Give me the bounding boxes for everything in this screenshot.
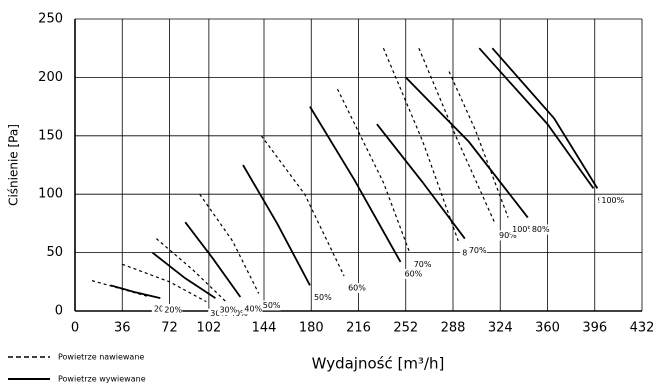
curve [418, 47, 496, 224]
x-axis-label: Wydajność [m³/h] [312, 355, 445, 373]
x-tick-label: 0 [71, 321, 79, 336]
curve-label: 100% [601, 196, 624, 205]
x-tick-label: 216 [346, 321, 371, 336]
curve-label: 80% [532, 225, 550, 234]
x-tick-label: 102 [196, 321, 221, 336]
x-tick-label: 180 [299, 321, 324, 336]
curve-label: 50% [314, 293, 332, 302]
x-tick-label: 252 [393, 321, 418, 336]
y-tick-label: 100 [38, 187, 63, 202]
x-tick-label: 72 [161, 321, 178, 336]
label-bg [599, 195, 620, 206]
label-bg [497, 230, 517, 241]
curve-label: 70% [469, 246, 487, 255]
curve [448, 71, 509, 218]
curve [478, 47, 595, 189]
y-tick-label: 250 [38, 12, 63, 27]
x-tick-label: 144 [252, 321, 277, 336]
label-bg [217, 305, 238, 316]
label-bg [510, 224, 531, 235]
label-bg [151, 303, 172, 314]
y-tick-label: 50 [46, 245, 63, 260]
curve [260, 135, 345, 277]
curve-label: 60% [405, 269, 423, 278]
curve [122, 263, 207, 303]
curve [184, 221, 242, 298]
curve [336, 88, 411, 253]
y-axis-label: Ciśnienie [Pa] [7, 124, 21, 206]
x-tick-label: 396 [582, 321, 607, 336]
label-bg [311, 292, 332, 303]
curve [491, 47, 599, 189]
x-tick-label: 324 [488, 321, 513, 336]
curve-label: 90% [499, 231, 517, 240]
y-tick-label: 150 [38, 128, 63, 143]
x-tick-label: 36 [114, 321, 131, 336]
curve-label: 50% [263, 301, 281, 310]
x-tick-label: 288 [441, 321, 466, 336]
label-bg [346, 282, 367, 293]
curve-label: 60% [348, 283, 366, 292]
curve [376, 123, 466, 240]
label-bg [529, 224, 550, 235]
curve-label: 70% [414, 260, 432, 269]
curve [242, 164, 311, 286]
label-bg [162, 305, 183, 316]
x-tick-label: 432 [630, 321, 655, 336]
label-bg [402, 268, 423, 279]
label-bg [466, 245, 487, 256]
label-bg [227, 308, 248, 319]
curve-label: 20% [164, 306, 182, 315]
curve [405, 76, 529, 219]
y-tick-label: 200 [38, 70, 63, 85]
legend-label: Powietrze wywiewane [58, 375, 146, 384]
curve [309, 106, 402, 263]
curve-label: 100% [512, 225, 535, 234]
y-tick-label: 0 [55, 304, 63, 319]
curve [110, 284, 161, 300]
legend-label: Powietrze nawiewane [58, 353, 144, 362]
curve-label: 30% [219, 306, 237, 315]
label-bg [411, 259, 432, 270]
label-bg [242, 303, 263, 314]
curve [199, 193, 260, 294]
curve [155, 238, 227, 303]
label-bg [260, 300, 281, 311]
curve-label: 40% [230, 309, 248, 318]
curve-label: 40% [244, 304, 262, 313]
x-tick-label: 360 [535, 321, 560, 336]
curve [151, 251, 216, 299]
